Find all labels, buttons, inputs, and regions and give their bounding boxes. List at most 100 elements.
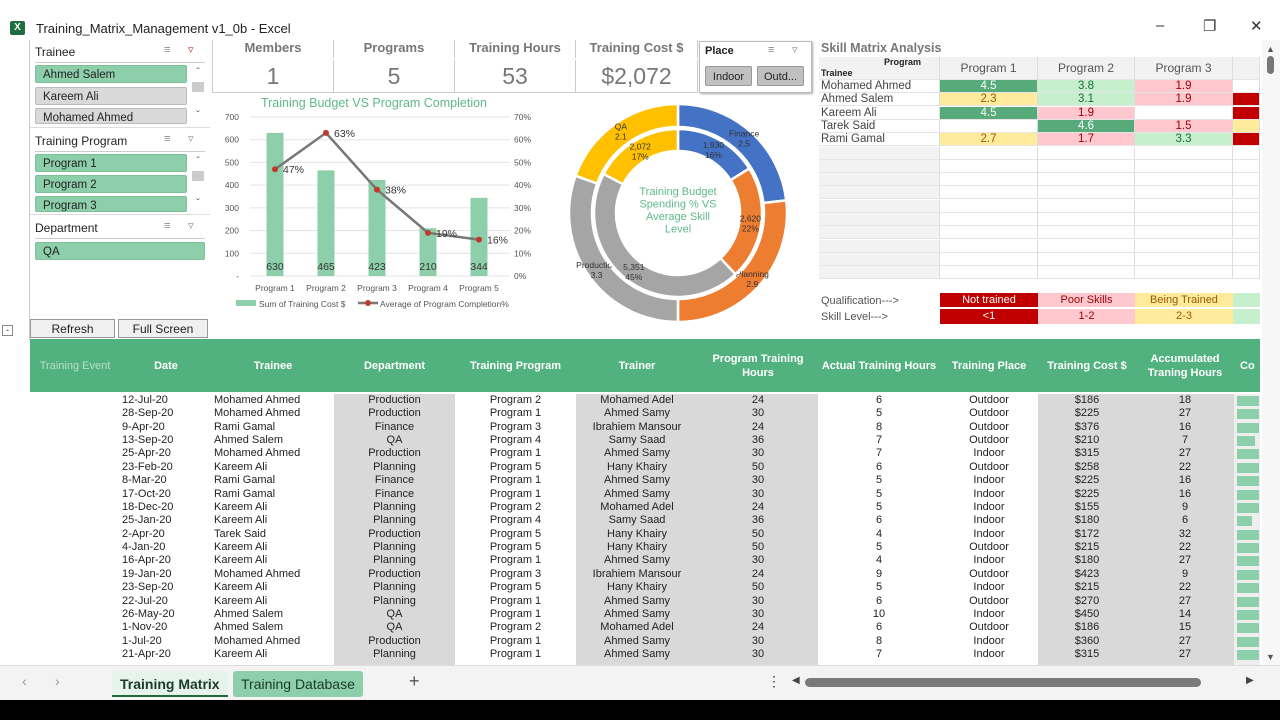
- table-cell[interactable]: Hany Khairy: [607, 460, 667, 473]
- table-cell[interactable]: 9: [875, 567, 883, 580]
- more-options-icon[interactable]: ⋮: [767, 673, 781, 689]
- table-cell[interactable]: 16: [1178, 474, 1192, 487]
- table-cell[interactable]: Samy Saad: [608, 514, 666, 527]
- table-cell[interactable]: Hany Khairy: [607, 541, 667, 554]
- table-cell[interactable]: 6: [875, 394, 883, 406]
- table-cell[interactable]: $360: [1074, 634, 1100, 647]
- table-cell[interactable]: Program 2: [489, 500, 542, 513]
- scroll-down-icon[interactable]: ˇ: [196, 110, 200, 121]
- scroll-down-icon[interactable]: ▼: [1266, 652, 1275, 662]
- table-cell[interactable]: 1-Jul-20: [122, 634, 162, 647]
- table-cell[interactable]: 4: [875, 554, 883, 567]
- multi-select-icon[interactable]: ≡: [164, 133, 171, 145]
- table-row[interactable]: 17-Oct-20 Rami Gamal Finance Program 1 Ahmed…: [0, 488, 1260, 501]
- table-cell[interactable]: Production: [368, 447, 421, 460]
- scroll-down-icon[interactable]: ˇ: [196, 198, 200, 209]
- table-cell[interactable]: 27: [1178, 594, 1192, 607]
- slicer-item[interactable]: Ahmed Salem: [35, 65, 187, 83]
- table-cell[interactable]: $315: [1074, 648, 1100, 661]
- table-cell[interactable]: Ahmed Samy: [603, 407, 671, 420]
- table-cell[interactable]: 30: [751, 407, 765, 420]
- table-cell[interactable]: 5: [875, 407, 883, 420]
- table-cell[interactable]: Production: [368, 634, 421, 647]
- scroll-left-icon[interactable]: ◀: [792, 675, 800, 686]
- table-cell[interactable]: 24: [751, 394, 765, 406]
- table-cell[interactable]: 6: [875, 594, 883, 607]
- table-cell[interactable]: Outdoor: [969, 621, 1009, 634]
- table-cell[interactable]: Indoor: [973, 447, 1005, 460]
- table-cell[interactable]: Program 3: [489, 420, 542, 433]
- table-cell[interactable]: 16-Apr-20: [122, 554, 171, 567]
- table-cell[interactable]: 30: [751, 607, 765, 620]
- table-cell[interactable]: Mohamed Adel: [600, 621, 674, 634]
- table-cell[interactable]: 50: [751, 460, 765, 473]
- table-row[interactable]: 26-May-20 Ahmed Salem QA Program 1 Ahmed Sam…: [0, 608, 1260, 621]
- table-row[interactable]: 22-Jul-20 Kareem Ali Planning Program 1 Ahme…: [0, 595, 1260, 608]
- table-cell[interactable]: Finance: [374, 487, 415, 500]
- table-cell[interactable]: 27: [1178, 407, 1192, 420]
- table-cell[interactable]: Outdoor: [969, 394, 1009, 406]
- scroll-up-icon[interactable]: ▲: [1266, 44, 1275, 54]
- table-cell[interactable]: 17-Oct-20: [122, 487, 171, 500]
- table-cell[interactable]: Program 5: [489, 527, 542, 540]
- table-cell[interactable]: 18: [1178, 394, 1192, 406]
- table-cell[interactable]: 27: [1178, 634, 1192, 647]
- table-cell[interactable]: 36: [751, 514, 765, 527]
- table-cell[interactable]: $155: [1074, 500, 1100, 513]
- table-cell[interactable]: 22: [1178, 460, 1192, 473]
- table-cell[interactable]: 7: [875, 447, 883, 460]
- vertical-scrollbar[interactable]: ▲ ▼: [1262, 40, 1280, 665]
- table-cell[interactable]: Indoor: [973, 581, 1005, 594]
- table-cell[interactable]: 8: [875, 634, 883, 647]
- table-cell[interactable]: Program 3: [489, 567, 542, 580]
- table-cell[interactable]: $172: [1074, 527, 1100, 540]
- table-cell[interactable]: Program 4: [489, 434, 542, 447]
- table-row[interactable]: 13-Sep-20 Ahmed Salem QA Program 4 Samy Saad…: [0, 434, 1260, 447]
- table-cell[interactable]: Kareem Ali: [214, 581, 268, 594]
- table-cell[interactable]: Program 1: [489, 648, 542, 661]
- table-cell[interactable]: 50: [751, 541, 765, 554]
- collapse-group-button[interactable]: -: [2, 325, 13, 336]
- table-cell[interactable]: Ahmed Samy: [603, 594, 671, 607]
- table-cell[interactable]: Tarek Said: [214, 527, 266, 540]
- table-cell[interactable]: 25-Apr-20: [122, 447, 171, 460]
- table-cell[interactable]: 9: [1181, 500, 1189, 513]
- table-cell[interactable]: Program 1: [489, 447, 542, 460]
- restore-button[interactable]: ❐: [1203, 18, 1217, 35]
- scrollbar-thumb[interactable]: [1267, 56, 1274, 74]
- table-cell[interactable]: Indoor: [973, 500, 1005, 513]
- close-button[interactable]: ✕: [1250, 18, 1263, 35]
- table-row[interactable]: 16-Apr-20 Kareem Ali Planning Program 1 Ahme…: [0, 554, 1260, 567]
- table-cell[interactable]: 10: [872, 607, 886, 620]
- table-cell[interactable]: 6: [875, 514, 883, 527]
- table-cell[interactable]: Planning: [373, 460, 416, 473]
- slicer-item[interactable]: Program 3: [35, 196, 187, 212]
- add-sheet-button[interactable]: +: [409, 671, 420, 691]
- table-cell[interactable]: Mohamed Ahmed: [214, 407, 301, 420]
- slicer-item[interactable]: Program 1: [35, 154, 187, 172]
- table-cell[interactable]: Mohamed Ahmed: [214, 634, 301, 647]
- table-row[interactable]: 25-Apr-20 Mohamed Ahmed Production Program …: [0, 447, 1260, 460]
- table-row[interactable]: 21-Apr-20 Kareem Ali Planning Program 1 Ahme…: [0, 648, 1260, 661]
- table-row[interactable]: 19-Jan-20 Mohamed Ahmed Production Program …: [0, 568, 1260, 581]
- table-cell[interactable]: Kareem Ali: [214, 514, 268, 527]
- scrollbar-thumb[interactable]: [192, 82, 204, 92]
- table-cell[interactable]: 50: [751, 581, 765, 594]
- table-cell[interactable]: Outdoor: [969, 407, 1009, 420]
- table-cell[interactable]: Mohamed Ahmed: [214, 567, 301, 580]
- table-cell[interactable]: 4-Jan-20: [122, 541, 166, 554]
- table-cell[interactable]: Ibrahiem Mansour: [592, 420, 682, 433]
- table-cell[interactable]: 26-May-20: [122, 607, 175, 620]
- table-cell[interactable]: Mohamed Adel: [600, 394, 674, 406]
- table-row[interactable]: 28-Sep-20 Mohamed Ahmed Production Program …: [0, 407, 1260, 420]
- tab-training-matrix[interactable]: Training Matrix: [112, 671, 228, 697]
- table-cell[interactable]: $215: [1074, 541, 1100, 554]
- scroll-right-icon[interactable]: ▶: [1246, 675, 1254, 686]
- table-cell[interactable]: 9: [1181, 567, 1189, 580]
- table-cell[interactable]: Planning: [373, 500, 416, 513]
- table-cell[interactable]: Outdoor: [969, 460, 1009, 473]
- table-cell[interactable]: Outdoor: [969, 594, 1009, 607]
- table-cell[interactable]: 24: [751, 567, 765, 580]
- table-cell[interactable]: 12-Jul-20: [122, 394, 168, 406]
- table-row[interactable]: 12-Jul-20 Mohamed Ahmed Production Program …: [0, 394, 1260, 407]
